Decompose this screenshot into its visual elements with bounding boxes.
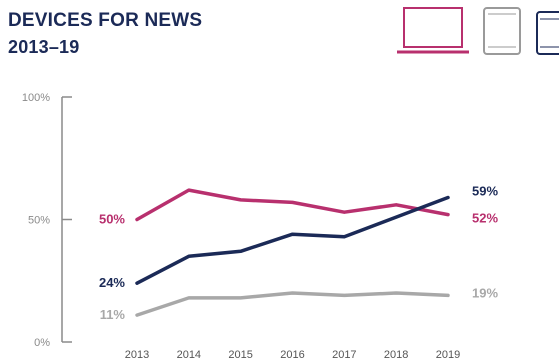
x-tick-label: 2017 [332,349,356,361]
data-label-start: 24% [99,275,125,290]
series-line-laptop [135,188,450,222]
data-label-end: 19% [472,285,498,300]
x-tick-label: 2019 [436,349,460,361]
smartphone-icon [536,11,559,55]
tablet-icon [483,7,521,55]
data-label-end: 52% [472,211,498,226]
x-tick-label: 2015 [228,349,252,361]
data-label-end: 59% [472,183,498,198]
x-tick-label: 2016 [280,349,304,361]
x-tick-label: 2018 [384,349,408,361]
y-tick-label: 100% [22,92,50,104]
laptop-icon [397,7,469,54]
chart-title-line1: DEVICES FOR NEWS [8,10,203,31]
chart-title: DEVICES FOR NEWS 2013–19 [8,8,202,60]
y-tick-label: 50% [28,215,50,227]
y-tick-label: 0% [34,337,50,349]
data-label-start: 50% [99,212,125,227]
series-line-tablet [135,291,450,317]
x-tick-label: 2014 [177,349,201,361]
data-label-start: 11% [100,307,126,322]
x-tick-label: 2013 [125,349,149,361]
series-line-smartphone [135,195,450,285]
chart-title-line2: 2013–19 [8,37,80,57]
